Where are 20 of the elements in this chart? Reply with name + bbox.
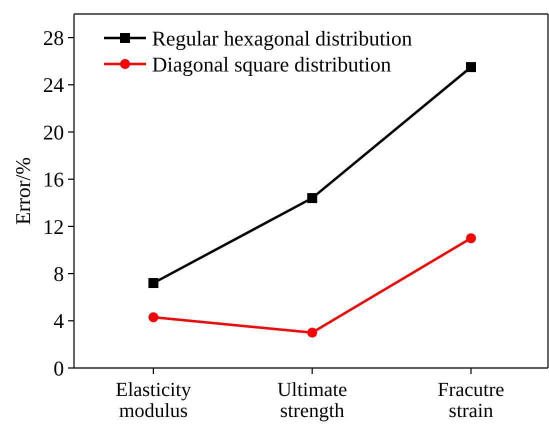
point bbox=[148, 278, 158, 288]
point bbox=[466, 62, 476, 72]
y-tick-label: 4 bbox=[54, 309, 64, 334]
y-tick-label: 16 bbox=[43, 168, 64, 192]
y-tick-label: 28 bbox=[43, 26, 64, 50]
x-tick-label: Fracutre strain bbox=[438, 379, 504, 422]
point bbox=[307, 193, 318, 204]
legend-label: Regular hexagonal distribution bbox=[152, 26, 413, 50]
y-tick-label: 24 bbox=[43, 73, 64, 98]
point bbox=[148, 312, 158, 322]
x-tick-label: Ultimate strength bbox=[277, 379, 348, 422]
y-tick-label: 8 bbox=[54, 262, 64, 286]
point bbox=[307, 328, 318, 338]
y-tick-label: 0 bbox=[54, 356, 64, 380]
y-tick-label: 12 bbox=[43, 214, 64, 239]
point bbox=[466, 233, 476, 244]
x-tick-label: Elasticity modulus bbox=[116, 379, 192, 422]
y-axis-title: Error/% bbox=[11, 157, 35, 225]
y-tick-label: 20 bbox=[43, 120, 64, 144]
legend-label: Diagonal square distribution bbox=[152, 52, 392, 76]
